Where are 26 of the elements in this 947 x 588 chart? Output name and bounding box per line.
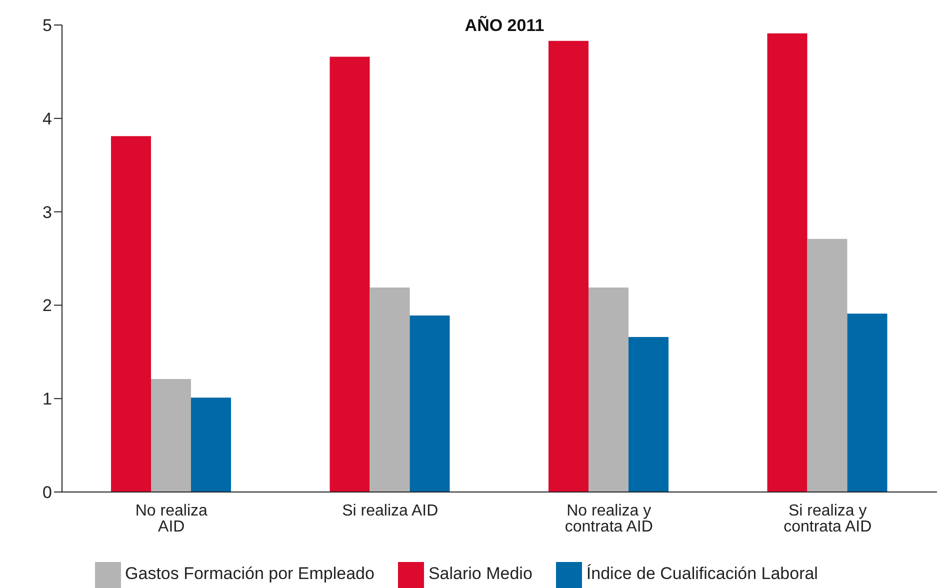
y-tick-label: 5 — [42, 16, 52, 36]
chart-title: AÑO 2011 — [464, 16, 546, 36]
y-tick-label: 0 — [42, 483, 52, 502]
x-tick-label: No realiza y contrata AID — [564, 502, 653, 536]
bar — [151, 378, 191, 492]
legend-label: Índice de Cualificación Laboral — [586, 564, 818, 584]
y-tick-label: 4 — [42, 109, 52, 128]
x-tick-label: Si realiza AID — [342, 502, 438, 520]
bar — [588, 287, 628, 492]
bar — [628, 336, 668, 492]
bar — [370, 287, 410, 492]
bar — [410, 315, 450, 492]
bar — [330, 56, 370, 492]
legend-label: Salario Medio — [428, 564, 532, 584]
y-tick-label: 1 — [42, 390, 52, 409]
y-tick-label: 2 — [42, 296, 52, 316]
bar — [847, 314, 888, 492]
bar — [111, 136, 151, 492]
x-tick-label: Si realiza y contrata AID — [784, 502, 872, 536]
legend-label: Gastos Formación por Empleado — [125, 564, 374, 584]
bar — [807, 238, 848, 492]
bar — [548, 40, 588, 492]
bar — [767, 33, 808, 492]
y-tick-label: 3 — [42, 202, 52, 222]
bar — [191, 398, 231, 492]
x-tick-label: No realiza AID — [135, 502, 208, 536]
